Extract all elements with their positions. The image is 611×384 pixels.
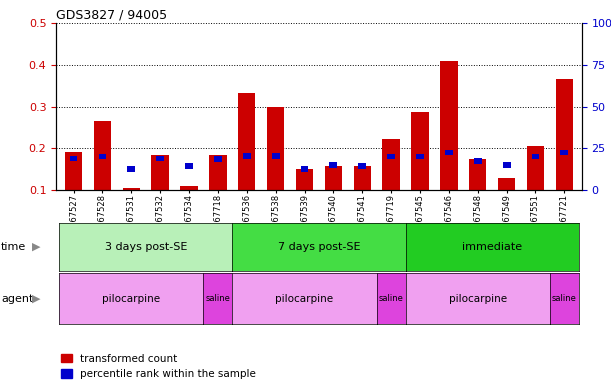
Bar xyxy=(560,150,568,155)
Bar xyxy=(498,179,515,232)
Bar xyxy=(272,153,279,159)
Text: agent: agent xyxy=(1,293,34,304)
Bar xyxy=(358,163,366,169)
Text: immediate: immediate xyxy=(462,242,522,252)
Bar xyxy=(123,188,140,232)
Bar xyxy=(440,61,458,232)
Bar xyxy=(387,154,395,159)
Bar xyxy=(267,107,284,232)
Text: GDS3827 / 94005: GDS3827 / 94005 xyxy=(56,9,167,22)
Bar xyxy=(70,156,78,161)
Legend: transformed count, percentile rank within the sample: transformed count, percentile rank withi… xyxy=(62,354,256,379)
Bar xyxy=(532,154,540,159)
Bar xyxy=(156,156,164,161)
Bar xyxy=(301,167,309,172)
Bar xyxy=(469,159,486,232)
Text: pilocarpine: pilocarpine xyxy=(102,293,160,304)
Text: saline: saline xyxy=(205,294,230,303)
Bar xyxy=(329,162,337,168)
Bar xyxy=(503,162,511,168)
Bar xyxy=(98,154,106,159)
Bar xyxy=(382,139,400,232)
Text: pilocarpine: pilocarpine xyxy=(448,293,507,304)
Bar xyxy=(65,152,82,232)
Text: 3 days post-SE: 3 days post-SE xyxy=(104,242,187,252)
Bar xyxy=(527,146,544,232)
Text: ▶: ▶ xyxy=(32,242,41,252)
Bar xyxy=(180,186,198,232)
Bar xyxy=(185,163,193,169)
Bar xyxy=(152,155,169,232)
Bar xyxy=(238,93,255,232)
Bar xyxy=(324,166,342,232)
Bar xyxy=(93,121,111,232)
Bar xyxy=(296,169,313,232)
Bar xyxy=(214,156,222,162)
Bar xyxy=(445,150,453,155)
Bar xyxy=(243,153,251,159)
Text: 7 days post-SE: 7 days post-SE xyxy=(277,242,360,252)
Bar xyxy=(411,112,429,232)
Text: saline: saline xyxy=(379,294,403,303)
Bar xyxy=(209,156,227,232)
Bar xyxy=(555,79,573,232)
Bar xyxy=(127,167,135,172)
Bar xyxy=(354,166,371,232)
Bar xyxy=(416,154,424,159)
Text: pilocarpine: pilocarpine xyxy=(276,293,334,304)
Text: time: time xyxy=(1,242,26,252)
Bar xyxy=(474,158,481,164)
Text: saline: saline xyxy=(552,294,577,303)
Text: ▶: ▶ xyxy=(32,293,41,304)
